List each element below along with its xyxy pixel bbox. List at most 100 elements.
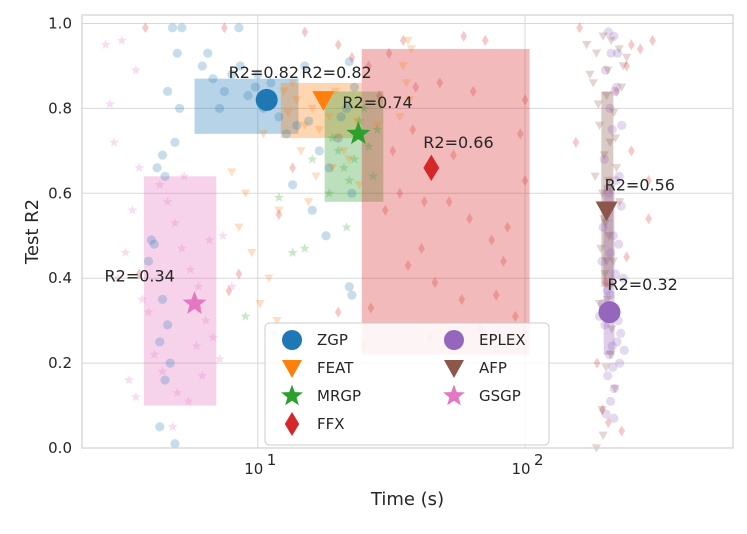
point-feat: [296, 147, 306, 156]
point-ffx: [334, 39, 342, 51]
point-afp: [610, 134, 621, 143]
point-feat: [292, 96, 302, 105]
legend-label-zgp: ZGP: [317, 331, 348, 349]
point-zgp: [146, 235, 156, 245]
point-gsgp: [185, 264, 196, 274]
r2-annotations: R2=0.82 R2=0.82 R2=0.74 R2=0.66 R2=0.32 R2=0.…: [105, 63, 678, 294]
point-zgp: [163, 320, 173, 330]
iqr-box-zgp: [194, 78, 299, 134]
point-gsgp: [208, 332, 218, 342]
point-eplex: [605, 248, 616, 258]
iqr-box-afp: [601, 91, 614, 287]
point-eplex: [605, 103, 615, 113]
point-ffx: [645, 175, 652, 187]
annotation-ffx: R2=0.66: [423, 133, 493, 152]
point-feat: [324, 113, 334, 122]
point-afp: [591, 49, 602, 58]
point-eplex: [611, 175, 621, 186]
point-ffx: [623, 60, 630, 72]
annotation-feat: R2=0.82: [301, 63, 371, 82]
point-gsgp: [204, 234, 215, 245]
point-eplex: [602, 286, 612, 296]
legend-label-gsgp: GSGP: [479, 387, 521, 405]
point-feat: [327, 164, 337, 173]
point-ffx: [649, 34, 656, 46]
point-mrgp: [372, 124, 383, 134]
point-ffx: [623, 251, 630, 263]
point-gsgp: [214, 353, 225, 364]
point-ffx: [421, 196, 428, 208]
point-ffx: [613, 85, 620, 97]
point-afp: [597, 189, 608, 198]
point-zgp: [281, 129, 292, 139]
point-afp: [618, 62, 628, 71]
point-mrgp: [338, 162, 349, 173]
y-axis-label: Test R2: [22, 199, 43, 265]
point-ffx: [599, 404, 606, 416]
x-tick-label: 10: [244, 460, 263, 478]
point-zgp: [160, 375, 170, 385]
point-zgp: [203, 48, 213, 58]
point-eplex: [615, 358, 625, 368]
point-feat: [403, 36, 413, 46]
point-gsgp: [134, 162, 145, 173]
point-feat: [227, 168, 237, 177]
point-afp: [602, 91, 612, 101]
point-ffx: [504, 221, 511, 233]
point-gsgp: [124, 374, 135, 385]
point-gsgp: [130, 391, 141, 402]
point-zgp: [235, 61, 245, 71]
point-gsgp: [176, 243, 187, 253]
annotation-afp: R2=0.56: [605, 175, 675, 194]
point-ffx: [365, 60, 372, 72]
point-zgp: [307, 205, 317, 215]
legend-label-afp: AFP: [479, 359, 507, 377]
point-afp: [602, 295, 612, 305]
point-eplex: [616, 201, 626, 211]
point-zgp: [266, 78, 276, 88]
point-eplex: [618, 273, 628, 283]
point-afp: [605, 350, 616, 360]
point-ffx: [492, 289, 500, 301]
annotation-gsgp: R2=0.34: [105, 267, 175, 286]
point-ffx: [481, 34, 489, 46]
point-afp: [615, 198, 625, 207]
point-ffx: [418, 242, 425, 255]
point-eplex: [617, 120, 627, 130]
median-afp: [595, 201, 618, 222]
point-feat: [395, 113, 405, 122]
point-afp: [603, 176, 613, 186]
point-eplex: [597, 256, 607, 266]
point-afp: [622, 53, 632, 63]
annotation-eplex: R2=0.32: [607, 275, 677, 294]
point-feat: [406, 45, 416, 54]
point-feat: [339, 147, 349, 156]
point-eplex: [604, 188, 614, 198]
point-gsgp: [169, 217, 180, 228]
point-feat: [354, 181, 364, 190]
point-gsgp: [143, 306, 154, 317]
point-mrgp: [354, 115, 365, 126]
point-ffx: [409, 124, 417, 136]
point-ffx: [142, 22, 149, 34]
x-tick-exponent: 2: [534, 451, 544, 469]
point-mrgp: [344, 175, 355, 185]
x-tick-exponent: 1: [267, 451, 277, 469]
point-zgp: [219, 86, 229, 97]
point-zgp: [157, 150, 168, 160]
point-zgp: [177, 23, 187, 33]
point-gsgp: [154, 179, 165, 190]
point-feat: [283, 108, 293, 118]
legend-label-feat: FEAT: [317, 359, 354, 377]
point-ffx: [389, 145, 397, 157]
point-mrgp: [240, 311, 251, 321]
point-zgp: [152, 163, 162, 173]
point-zgp: [227, 69, 237, 80]
point-zgp: [155, 337, 165, 347]
point-gsgp: [137, 294, 148, 304]
point-afp: [597, 406, 607, 415]
point-ffx: [576, 22, 583, 34]
point-feat: [304, 198, 314, 207]
point-afp: [594, 299, 605, 309]
